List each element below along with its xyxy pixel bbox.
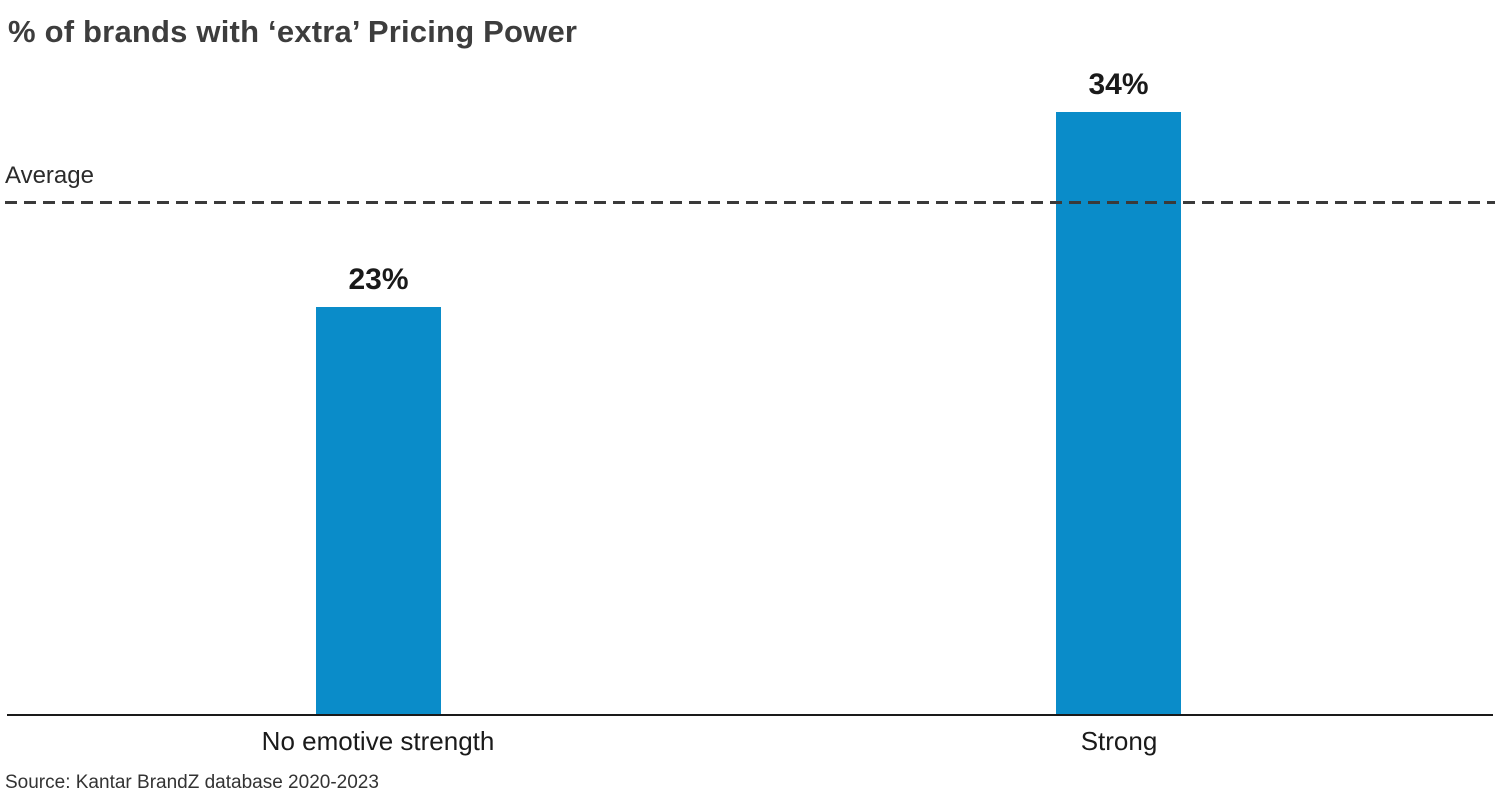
average-reference-line — [5, 201, 1495, 204]
bar-value-label-no-emotive-strength: 23% — [348, 263, 409, 296]
chart-title: % of brands with ‘extra’ Pricing Power — [8, 14, 578, 49]
bar-strong — [1056, 112, 1181, 715]
source-note: Source: Kantar BrandZ database 2020-2023 — [5, 772, 379, 793]
average-line-label: Average — [5, 162, 94, 189]
bar-no-emotive-strength — [316, 307, 441, 715]
bar-group-strong: 34% — [1056, 68, 1181, 715]
category-label-no-emotive-strength: No emotive strength — [261, 726, 495, 756]
x-axis-line — [7, 714, 1493, 716]
bar-value-label-strong: 34% — [1088, 68, 1149, 101]
category-label-strong: Strong — [1080, 726, 1158, 756]
bar-group-no-emotive-strength: 23% — [316, 263, 441, 715]
